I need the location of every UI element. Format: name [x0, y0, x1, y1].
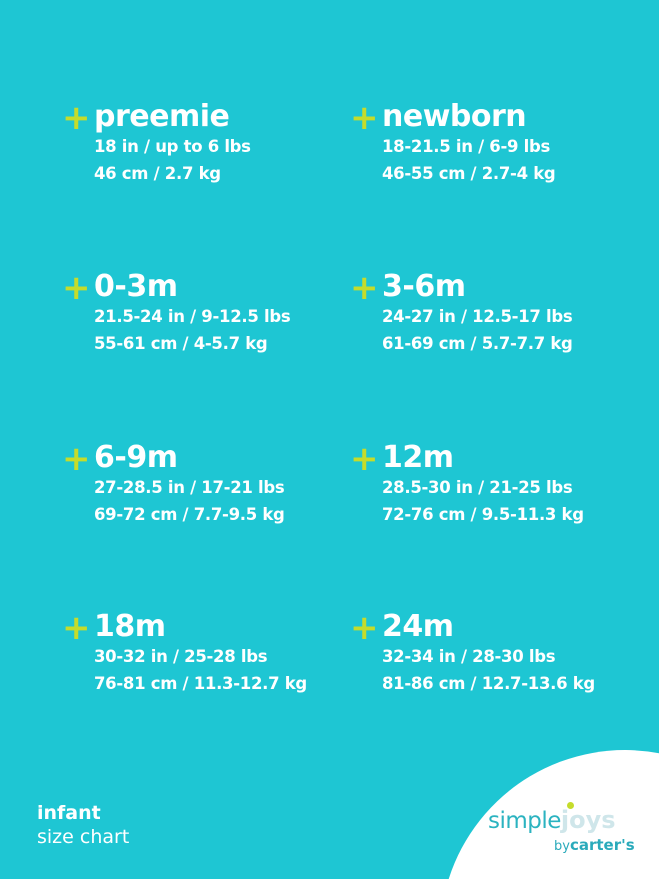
size-name: 6-9m: [94, 440, 178, 475]
size-metric: 61-69 cm / 5.7-7.7 kg: [382, 334, 573, 353]
plus-icon: +: [350, 268, 379, 308]
plus-icon: +: [350, 608, 379, 648]
chart-label-size-chart: size chart: [37, 826, 130, 848]
size-imperial: 18-21.5 in / 6-9 lbs: [382, 137, 551, 156]
plus-icon: +: [62, 608, 91, 648]
logo-background: [448, 750, 659, 879]
logo-joys-text: joys: [560, 806, 616, 834]
size-imperial: 32-34 in / 28-30 lbs: [382, 647, 556, 666]
size-metric: 76-81 cm / 11.3-12.7 kg: [94, 674, 307, 693]
plus-icon: +: [62, 439, 91, 479]
logo-background-arc: [448, 750, 659, 879]
size-imperial: 18 in / up to 6 lbs: [94, 137, 251, 156]
plus-icon: +: [62, 98, 91, 138]
size-imperial: 27-28.5 in / 17-21 lbs: [94, 478, 285, 497]
size-imperial: 28.5-30 in / 21-25 lbs: [382, 478, 573, 497]
size-metric: 46-55 cm / 2.7-4 kg: [382, 164, 556, 183]
size-metric: 69-72 cm / 7.7-9.5 kg: [94, 505, 285, 524]
size-metric: 46 cm / 2.7 kg: [94, 164, 221, 183]
chart-label: infant size chart: [37, 801, 129, 849]
size-imperial: 21.5-24 in / 9-12.5 lbs: [94, 307, 291, 326]
plus-icon: +: [62, 268, 91, 308]
size-imperial: 24-27 in / 12.5-17 lbs: [382, 307, 573, 326]
logo-by: by: [554, 839, 570, 854]
logo-simple: simple: [488, 808, 561, 834]
logo-brand: carter's: [569, 836, 635, 854]
size-metric: 72-76 cm / 9.5-11.3 kg: [382, 505, 584, 524]
size-metric: 55-61 cm / 4-5.7 kg: [94, 334, 268, 353]
size-imperial: 30-32 in / 25-28 lbs: [94, 647, 268, 666]
size-metric: 81-86 cm / 12.7-13.6 kg: [382, 674, 595, 693]
size-name: 12m: [382, 440, 454, 475]
plus-icon: +: [350, 98, 379, 138]
logo-by-carters: bycarter's: [554, 836, 635, 854]
size-name: 18m: [94, 609, 166, 644]
simple-joys-logo: simple joys bycarter's: [488, 802, 648, 854]
plus-icon: +: [350, 439, 379, 479]
chart-label-infant: infant: [37, 802, 101, 824]
size-name: 3-6m: [382, 269, 466, 304]
size-name: newborn: [382, 99, 527, 134]
size-name: 0-3m: [94, 269, 178, 304]
logo-dot-icon: [566, 802, 574, 809]
size-name: 24m: [382, 609, 454, 644]
size-name: preemie: [94, 99, 230, 134]
logo-joys: joys: [560, 802, 616, 834]
